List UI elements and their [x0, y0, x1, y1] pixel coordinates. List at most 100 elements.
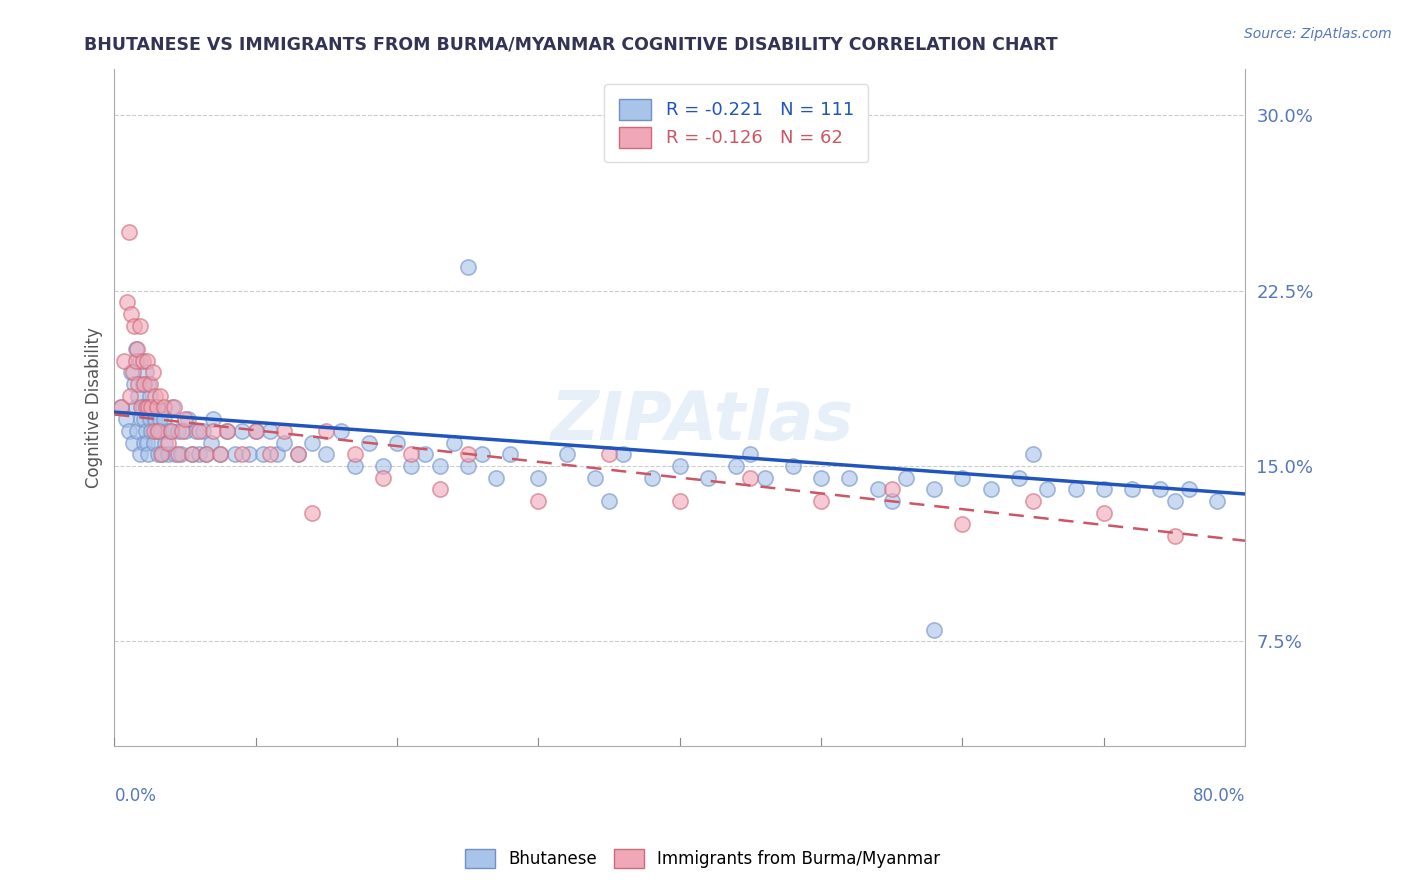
Point [343, 447, 366, 461]
Point [125, 424, 148, 438]
Point [181, 447, 204, 461]
Point [122, 377, 145, 392]
Point [499, 447, 522, 461]
Point [443, 435, 465, 450]
Point [457, 260, 479, 275]
Point [128, 447, 150, 461]
Point [117, 225, 139, 239]
Point [135, 435, 157, 450]
Point [160, 424, 183, 438]
Point [134, 366, 156, 380]
Point [165, 447, 187, 461]
Point [1121, 483, 1143, 497]
Point [143, 424, 166, 438]
Point [527, 470, 550, 484]
Point [1008, 470, 1031, 484]
Point [138, 401, 160, 415]
Point [555, 447, 578, 461]
Text: BHUTANESE VS IMMIGRANTS FROM BURMA/MYANMAR COGNITIVE DISABILITY CORRELATION CHAR: BHUTANESE VS IMMIGRANTS FROM BURMA/MYANM… [84, 36, 1057, 54]
Point [457, 458, 479, 473]
Point [155, 435, 177, 450]
Point [124, 401, 146, 415]
Point [121, 435, 143, 450]
Point [259, 447, 281, 461]
Point [117, 424, 139, 438]
Point [202, 424, 225, 438]
Point [139, 389, 162, 403]
Point [1177, 483, 1199, 497]
Point [152, 447, 174, 461]
Point [193, 424, 215, 438]
Point [1036, 483, 1059, 497]
Point [120, 366, 142, 380]
Point [174, 412, 197, 426]
Point [143, 435, 166, 450]
Point [640, 470, 662, 484]
Point [273, 424, 295, 438]
Point [145, 412, 167, 426]
Point [1092, 483, 1115, 497]
Point [125, 342, 148, 356]
Point [866, 483, 889, 497]
Point [150, 447, 173, 461]
Point [163, 401, 186, 415]
Point [315, 424, 337, 438]
Point [132, 435, 155, 450]
Point [181, 447, 204, 461]
Point [146, 401, 169, 415]
Point [209, 447, 232, 461]
Point [135, 353, 157, 368]
Point [287, 447, 309, 461]
Point [131, 353, 153, 368]
Point [252, 447, 274, 461]
Legend: R = -0.221   N = 111, R = -0.126   N = 62: R = -0.221 N = 111, R = -0.126 N = 62 [605, 85, 869, 162]
Point [429, 483, 451, 497]
Legend: Bhutanese, Immigrants from Burma/Myanmar: Bhutanese, Immigrants from Burma/Myanmar [458, 842, 948, 875]
Point [725, 458, 748, 473]
Point [162, 401, 184, 415]
Point [429, 458, 451, 473]
Point [141, 424, 163, 438]
Point [110, 401, 132, 415]
Point [153, 412, 176, 426]
Point [115, 295, 138, 310]
Point [598, 447, 620, 461]
Point [195, 447, 218, 461]
Point [922, 623, 945, 637]
Point [128, 318, 150, 333]
Point [471, 447, 494, 461]
Point [217, 424, 239, 438]
Point [371, 470, 394, 484]
Point [157, 435, 180, 450]
Point [124, 342, 146, 356]
Text: ZIPAtlas: ZIPAtlas [551, 388, 853, 454]
Point [124, 353, 146, 368]
Point [245, 424, 267, 438]
Point [129, 412, 152, 426]
Point [127, 389, 149, 403]
Point [329, 424, 352, 438]
Point [371, 458, 394, 473]
Point [754, 470, 776, 484]
Point [287, 447, 309, 461]
Point [1163, 494, 1185, 508]
Point [1206, 494, 1229, 508]
Point [138, 377, 160, 392]
Point [139, 412, 162, 426]
Point [880, 494, 903, 508]
Point [922, 483, 945, 497]
Text: 80.0%: 80.0% [1192, 787, 1246, 805]
Text: 0.0%: 0.0% [114, 787, 156, 805]
Point [224, 447, 246, 461]
Point [149, 389, 172, 403]
Point [810, 470, 832, 484]
Point [172, 424, 194, 438]
Point [150, 424, 173, 438]
Point [132, 377, 155, 392]
Point [782, 458, 804, 473]
Point [149, 412, 172, 426]
Point [357, 435, 380, 450]
Point [1149, 483, 1171, 497]
Point [110, 401, 132, 415]
Point [457, 447, 479, 461]
